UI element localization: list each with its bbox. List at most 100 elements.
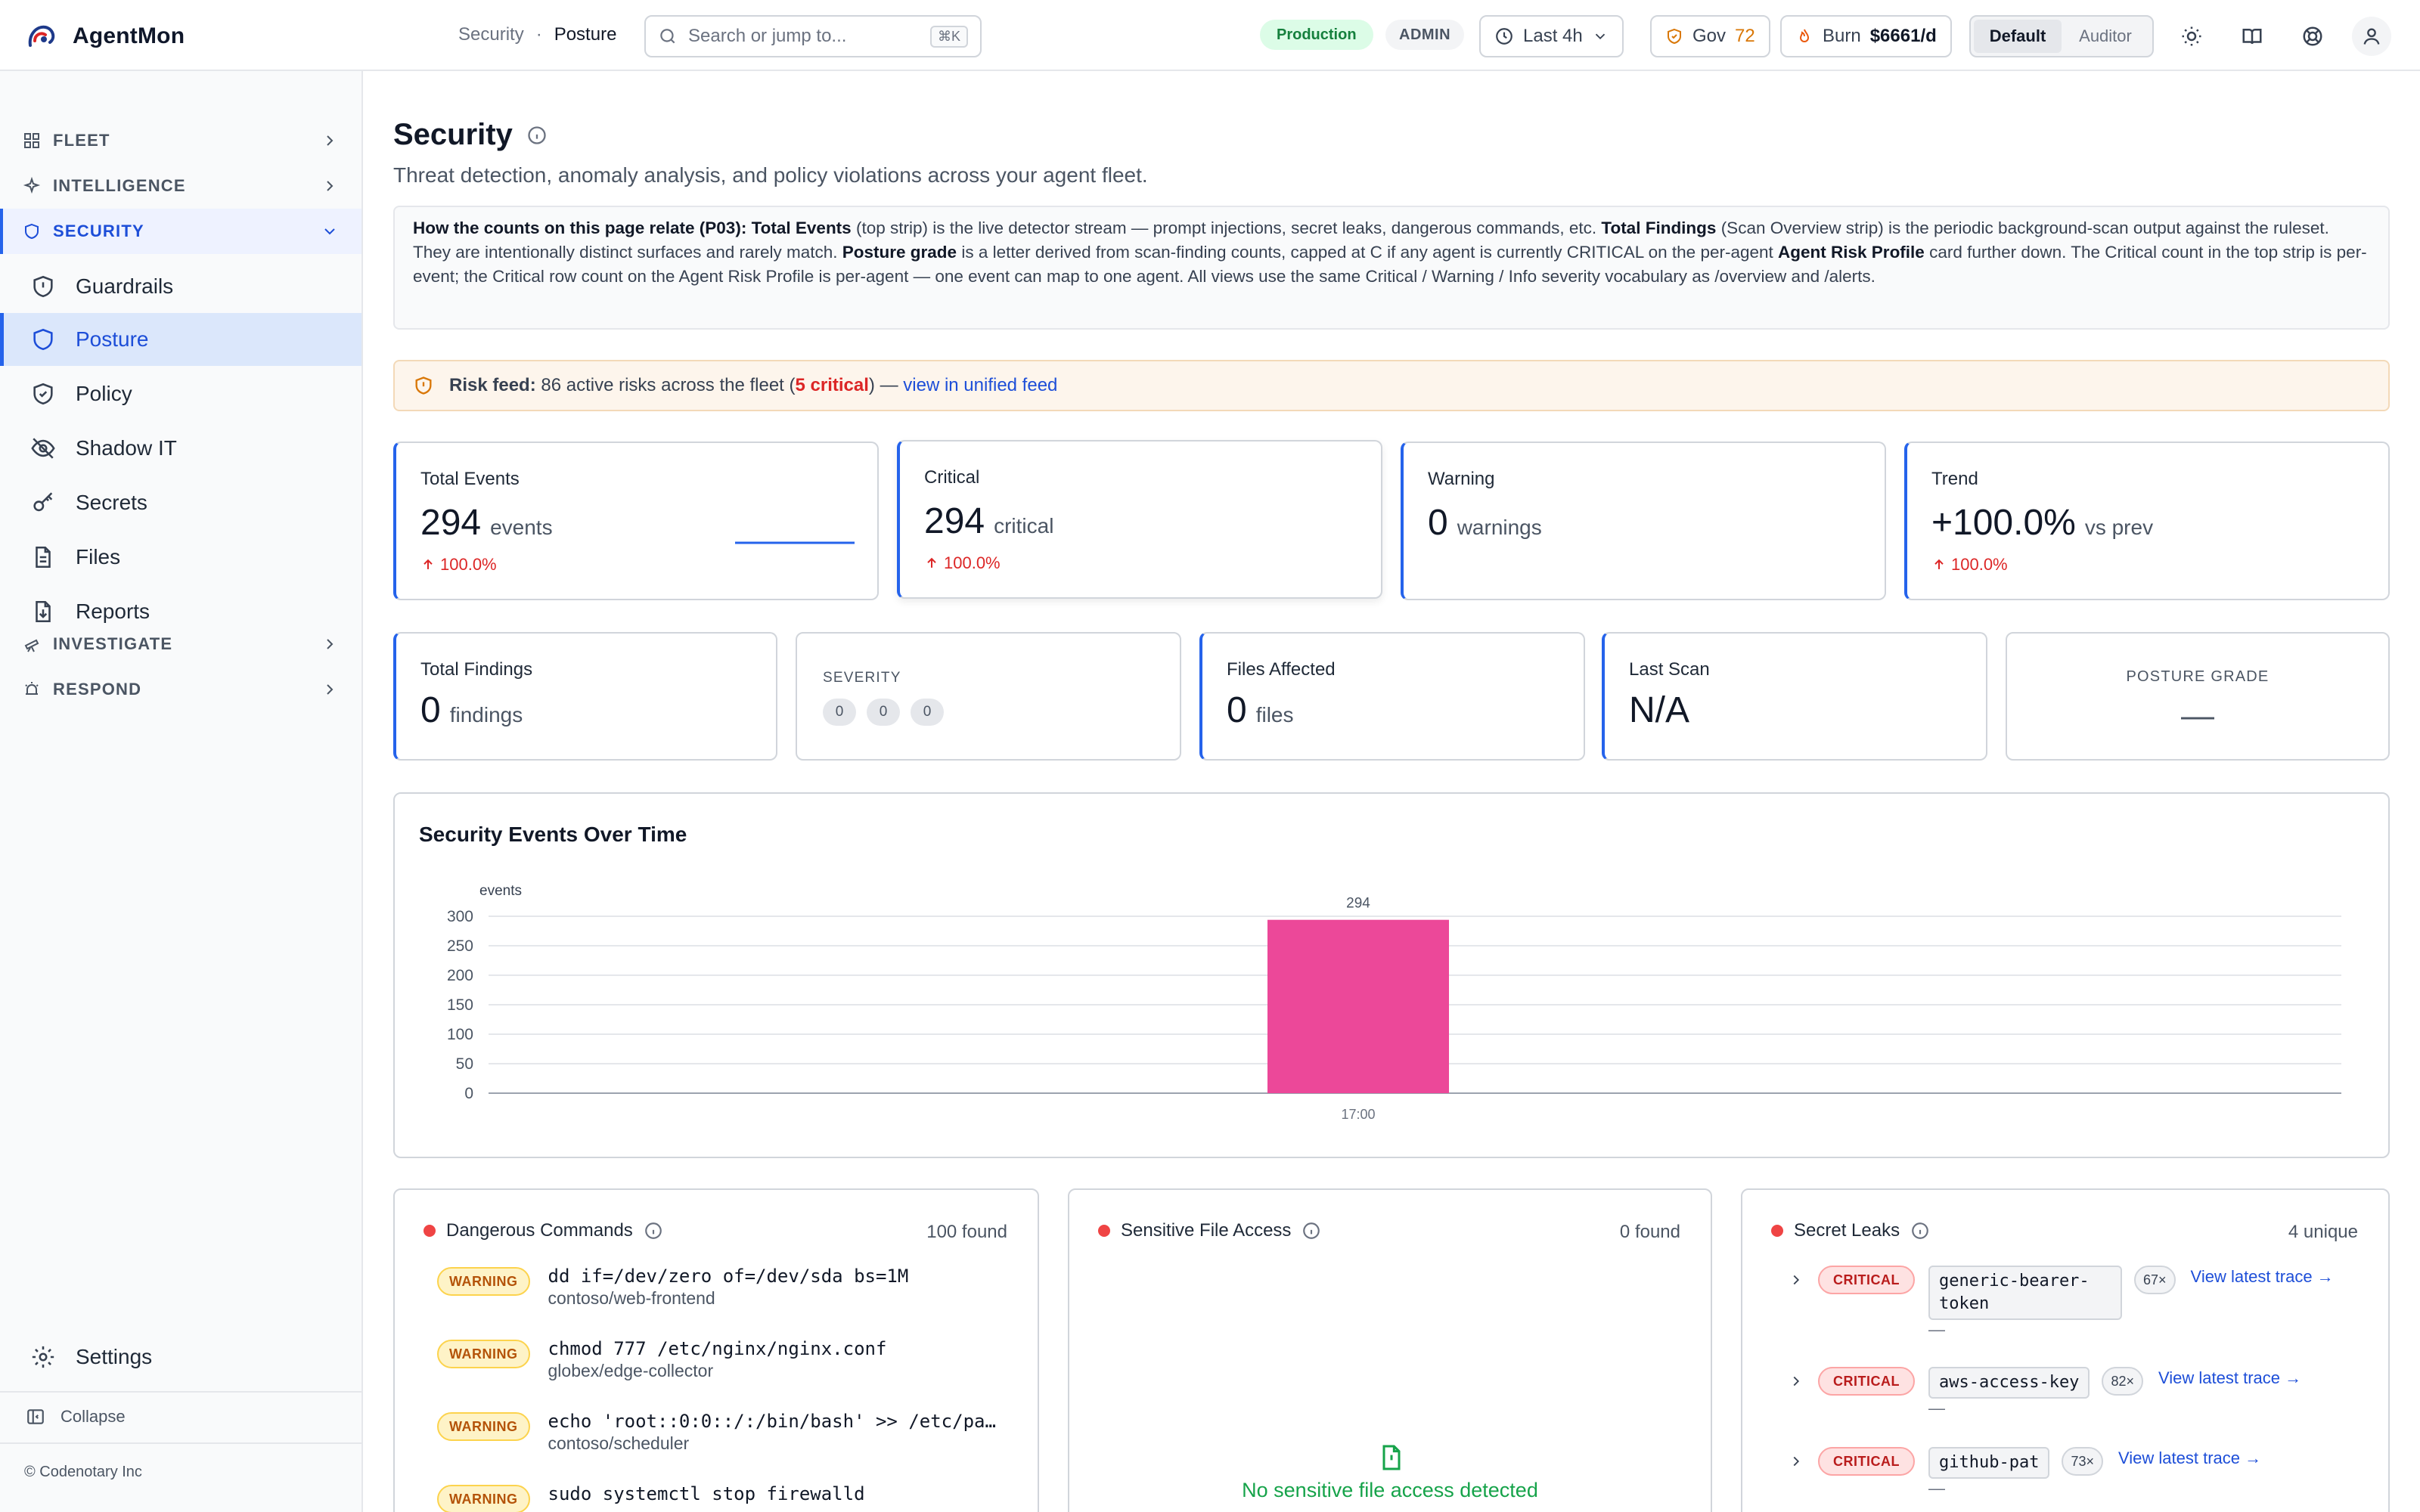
view-trace-link[interactable]: View latest trace →	[2158, 1368, 2302, 1387]
posture-grade-value: —	[2181, 697, 2214, 734]
scan-card-posture-grade[interactable]: POSTURE GRADE —	[2006, 632, 2390, 761]
kpi-card-warning[interactable]: Warning 0 warnings	[1401, 442, 1886, 600]
help-button[interactable]	[2296, 20, 2329, 53]
scan-card-total-findings[interactable]: Total Findings 0 findings	[393, 632, 777, 761]
breadcrumb-security[interactable]: Security	[458, 24, 524, 45]
page-title: Security	[393, 118, 548, 152]
warning-badge: WARNING	[437, 1485, 530, 1512]
user-avatar-button[interactable]	[2352, 17, 2391, 56]
kpi-unit: findings	[449, 703, 523, 727]
sidebar-item-label: Settings	[76, 1345, 153, 1368]
chevron-right-icon[interactable]	[1788, 1373, 1804, 1390]
list-item[interactable]: WARNING dd if=/dev/zero of=/dev/sda bs=1…	[437, 1266, 908, 1309]
theme-toggle-button[interactable]	[2175, 20, 2208, 53]
governance-score-button[interactable]: Gov 72	[1650, 15, 1770, 57]
time-range-select[interactable]: Last 4h	[1479, 15, 1624, 57]
status-dot	[1771, 1225, 1783, 1237]
file-alert-icon	[1382, 1445, 1401, 1470]
secret-type: github-pat	[1928, 1447, 2050, 1479]
sidebar-item-settings[interactable]: Settings	[0, 1331, 361, 1383]
sidebar-item-shadow-it[interactable]: Shadow IT	[0, 422, 361, 475]
view-mode-toggle: Default Auditor	[1969, 15, 2154, 57]
x-tick-label: 17:00	[1341, 1107, 1375, 1122]
risk-feed-label: Risk feed:	[449, 375, 536, 395]
chart-bar	[1267, 919, 1449, 1093]
gear-icon	[32, 1346, 54, 1368]
kpi-value: 294 events	[420, 502, 553, 544]
scan-card-files-affected[interactable]: Files Affected 0 files	[1199, 632, 1585, 761]
gov-label: Gov	[1692, 26, 1727, 46]
arrow-up-icon	[927, 557, 936, 568]
sidebar-item-label: Policy	[76, 382, 132, 405]
scan-card-severity[interactable]: SEVERITY 0 0 0	[796, 632, 1181, 761]
chevron-right-icon	[327, 181, 334, 191]
sidebar-item-guardrails[interactable]: Guardrails	[0, 260, 361, 313]
scan-card-last-scan[interactable]: Last Scan N/A	[1602, 632, 1987, 761]
burn-rate-button[interactable]: Burn $6661/d	[1780, 15, 1952, 57]
list-item[interactable]: WARNING echo 'root::0:0::/:/bin/bash' >>…	[437, 1411, 996, 1454]
top-bar: AgentMon Security · Posture Search or ju…	[0, 0, 2420, 71]
list-item[interactable]: CRITICAL generic-bearer-token — 67× View…	[1788, 1266, 2334, 1340]
key-icon	[33, 492, 53, 512]
sidebar-item-policy[interactable]: Policy	[0, 367, 361, 420]
panel-count: 100 found	[926, 1222, 1007, 1242]
view-auditor-button[interactable]: Auditor	[2079, 26, 2132, 45]
y-tick-label: 150	[447, 996, 473, 1014]
view-trace-link[interactable]: View latest trace →	[2118, 1448, 2262, 1467]
docs-button[interactable]	[2235, 20, 2269, 53]
sidebar-item-posture[interactable]: Posture	[0, 313, 361, 366]
sidebar-divider	[0, 1391, 361, 1393]
chevron-right-icon[interactable]	[1788, 1272, 1804, 1288]
sidebar-item-secrets[interactable]: Secrets	[0, 476, 361, 529]
kpi-number: 294	[420, 503, 482, 543]
sidebar-group-intelligence[interactable]: INTELLIGENCE	[0, 163, 361, 209]
sidebar-group-security[interactable]: SECURITY	[0, 209, 361, 254]
collapse-label: Collapse	[60, 1407, 126, 1426]
list-item[interactable]: WARNING chmod 777 /etc/nginx/nginx.conf g…	[437, 1338, 886, 1381]
secret-type-line: generic-bearer-	[1939, 1272, 2090, 1290]
sidebar-group-fleet[interactable]: FLEET	[0, 118, 361, 163]
search-input[interactable]: Search or jump to... ⌘K	[644, 15, 982, 57]
sidebar-item-files[interactable]: Files	[0, 531, 361, 584]
kpi-unit: critical	[994, 514, 1054, 538]
list-item[interactable]: CRITICAL github-pat — 73× View latest tr…	[1788, 1447, 2261, 1498]
kpi-label: Critical	[924, 467, 980, 488]
kpi-card-trend[interactable]: Trend +100.0% vs prev 100.0%	[1904, 442, 2390, 600]
sidebar-group-investigate[interactable]: INVESTIGATE	[0, 621, 361, 667]
note-lead: How the counts on this page relate (P03)…	[413, 218, 747, 237]
secret-leaks-panel: Secret Leaks 4 unique CRITICAL generic-b…	[1741, 1188, 2390, 1512]
unified-feed-link[interactable]: view in unified feed	[903, 375, 1058, 395]
chevron-right-icon[interactable]	[1788, 1453, 1804, 1470]
info-icon[interactable]	[526, 125, 548, 146]
page-subtitle: Threat detection, anomaly analysis, and …	[393, 163, 1148, 187]
list-item[interactable]: WARNING sudo systemctl stop firewalld	[437, 1483, 865, 1512]
view-trace-link[interactable]: View latest trace →	[2190, 1267, 2334, 1286]
kpi-value: +100.0% vs prev	[1931, 502, 2153, 544]
view-default-button[interactable]: Default	[1974, 20, 2062, 53]
shield-alert-icon	[33, 275, 53, 298]
sidebar-item-reports[interactable]: Reports	[0, 585, 361, 638]
list-item[interactable]: CRITICAL aws-access-key — 82× View lates…	[1788, 1367, 2301, 1418]
shield-check-icon	[1668, 28, 1681, 45]
kpi-number: +100.0%	[1931, 503, 2076, 543]
sidebar-group-respond[interactable]: RESPOND	[0, 667, 361, 712]
secret-type: aws-access-key	[1928, 1367, 2090, 1399]
kpi-number: 0	[1428, 503, 1448, 543]
info-icon[interactable]	[644, 1221, 663, 1241]
role-badge: ADMIN	[1385, 20, 1465, 50]
info-icon[interactable]	[1302, 1221, 1321, 1241]
lifebuoy-icon	[2303, 26, 2322, 46]
info-icon[interactable]	[1910, 1221, 1930, 1241]
y-tick-label: 50	[456, 1055, 473, 1073]
command-text: sudo systemctl stop firewalld	[548, 1483, 865, 1504]
kpi-card-critical[interactable]: Critical 294 critical 100.0%	[897, 440, 1382, 599]
arrow-up-icon	[1934, 559, 1944, 569]
kpi-delta: 100.0%	[924, 553, 1001, 573]
sidebar-group-label: INTELLIGENCE	[53, 176, 186, 195]
brand[interactable]: AgentMon	[24, 18, 185, 54]
panel-title: Secret Leaks	[1794, 1220, 1900, 1241]
shield-alert-icon	[415, 376, 432, 395]
sidebar-collapse-button[interactable]: Collapse	[0, 1394, 361, 1439]
kpi-value: 0 findings	[420, 689, 523, 731]
kpi-card-total-events[interactable]: Total Events 294 events 100.0%	[393, 442, 879, 600]
